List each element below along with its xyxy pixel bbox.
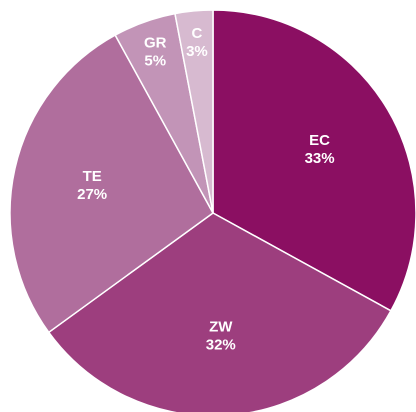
slice-value-label: 5%: [144, 53, 166, 70]
pie-slice: [174, 9, 214, 214]
slice-label: C: [192, 25, 203, 42]
slice-label: ZW: [209, 319, 233, 336]
pie-slice: [9, 34, 214, 334]
slice-label: EC: [309, 132, 330, 149]
slice-label: TE: [83, 168, 102, 185]
slice-value-label: 27%: [77, 186, 107, 203]
slice-label: GR: [144, 35, 167, 52]
pie-slice: [212, 9, 416, 312]
pie-slice: [47, 212, 392, 412]
slice-value-label: 32%: [206, 337, 236, 354]
slice-value-label: 3%: [186, 43, 208, 60]
slice-value-label: 33%: [305, 150, 335, 167]
